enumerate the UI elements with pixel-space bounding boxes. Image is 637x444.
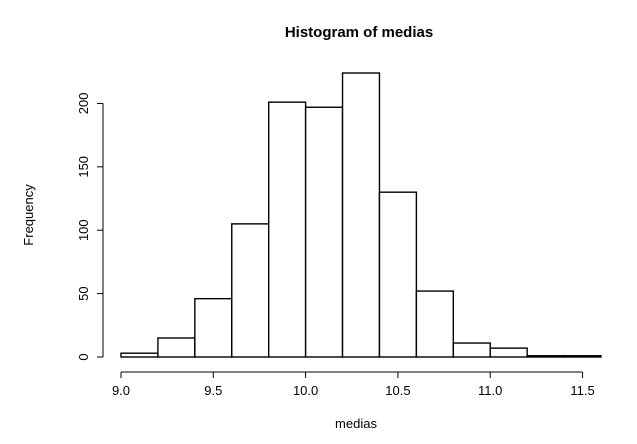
histogram-bar (231, 223, 270, 358)
x-tick-label: 10.0 (293, 383, 318, 398)
histogram-bar (526, 355, 565, 358)
histogram-bar (341, 72, 381, 358)
chart-title: Histogram of medias (285, 24, 433, 41)
histogram-bar (304, 106, 344, 358)
histogram-bar (120, 352, 159, 358)
x-tick-label: 11.0 (478, 383, 502, 398)
histogram-bar (489, 347, 528, 358)
histogram-bar (452, 342, 491, 358)
histogram-bar (415, 290, 455, 358)
histogram-bar (378, 191, 418, 358)
y-axis: 0 50 100 150 200 (76, 93, 104, 361)
histogram-bar (194, 297, 233, 358)
y-tick-label: 200 (76, 93, 91, 115)
histogram-bar (157, 337, 196, 358)
x-tick-label: 9.0 (112, 383, 130, 398)
x-axis-label: medias (335, 416, 377, 431)
x-tick-label: 9.5 (204, 383, 222, 398)
histogram-bar (563, 355, 602, 358)
y-tick-label: 150 (76, 156, 91, 178)
y-tick-label: 100 (76, 219, 91, 241)
bars-group (120, 72, 602, 358)
y-tick-label: 0 (76, 353, 91, 360)
x-axis: 9.0 9.5 10.0 10.5 11.0 11.5 (112, 371, 595, 398)
y-tick-label: 50 (76, 286, 91, 300)
histogram-bar (267, 101, 307, 358)
x-tick-label: 10.5 (385, 383, 410, 398)
y-axis-label: Frequency (21, 184, 36, 246)
x-tick-label: 11.5 (570, 383, 594, 398)
